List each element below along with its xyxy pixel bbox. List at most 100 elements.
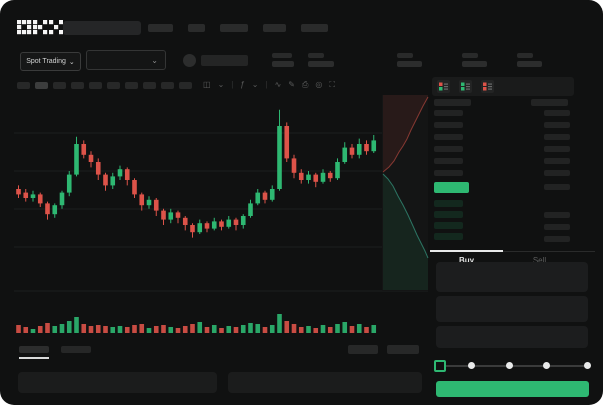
- timeframe-button[interactable]: [107, 82, 120, 89]
- chevron-down-icon: ⌄: [151, 55, 158, 65]
- timeframe-row: [17, 82, 192, 89]
- settings-icon[interactable]: ◎: [315, 80, 323, 89]
- buy-submit-button[interactable]: [436, 381, 589, 397]
- separator: |: [231, 80, 234, 89]
- stat-label-placeholder: [308, 53, 324, 58]
- orderbook-row-bar[interactable]: [544, 146, 570, 152]
- orders-panel-placeholder: [228, 372, 422, 393]
- coin-avatar[interactable]: [183, 54, 196, 67]
- stat-label-placeholder: [462, 53, 478, 58]
- chevron-down-icon: ⌄: [68, 58, 75, 66]
- bottom-action-button[interactable]: [387, 345, 419, 354]
- order-input-field[interactable]: [436, 262, 588, 292]
- orderbook-row-bar[interactable]: [544, 122, 570, 128]
- timeframe-button[interactable]: [71, 82, 84, 89]
- stat-value-placeholder: [308, 61, 334, 67]
- nav-item[interactable]: [148, 24, 173, 32]
- orderbook-row-bar[interactable]: [434, 110, 463, 116]
- stat-label-placeholder: [397, 53, 413, 58]
- chart-toolbar-icons: ◫ ⌄ | ƒ ⌄ | ∿ ✎ ⎙ ◎ ⛶: [203, 79, 335, 91]
- nav-item[interactable]: [301, 24, 328, 32]
- bottom-tabs: [19, 346, 91, 353]
- orderbook-row-bar[interactable]: [434, 158, 463, 164]
- orderbook-view-combined-icon[interactable]: [437, 80, 450, 93]
- okx-logo[interactable]: [17, 20, 63, 35]
- orderbook-row-bar[interactable]: [544, 134, 570, 140]
- bottom-tab[interactable]: [61, 346, 91, 353]
- pair-selector-dropdown[interactable]: ⌄: [86, 50, 166, 70]
- order-input-field[interactable]: [436, 296, 588, 322]
- orderbook-row-bar[interactable]: [544, 110, 570, 116]
- camera-icon[interactable]: ⎙: [301, 80, 309, 89]
- ticker-stat: [308, 53, 334, 67]
- orderbook-row-bar[interactable]: [434, 233, 463, 240]
- orderbook-row-bar[interactable]: [544, 224, 570, 230]
- last-price-highlight[interactable]: [434, 182, 469, 193]
- orderbook-row-bar[interactable]: [544, 212, 570, 218]
- timeframe-button[interactable]: [89, 82, 102, 89]
- candle-type-icon[interactable]: ◫: [203, 80, 211, 89]
- ticker-stat: [517, 53, 542, 67]
- line-tools-icon[interactable]: ∿: [274, 80, 282, 89]
- stat-value-placeholder: [272, 61, 294, 67]
- slider-stop-dot[interactable]: [506, 362, 513, 369]
- timeframe-button[interactable]: [179, 82, 192, 89]
- timeframe-button[interactable]: [35, 82, 48, 89]
- stat-value-placeholder: [397, 61, 422, 67]
- timeframe-button[interactable]: [53, 82, 66, 89]
- market-type-label: Spot Trading: [26, 58, 66, 65]
- stat-value-placeholder: [517, 61, 542, 67]
- slider-stop-dot[interactable]: [468, 362, 475, 369]
- slider-stop-dot[interactable]: [584, 362, 591, 369]
- stat-label-placeholder: [272, 53, 292, 58]
- orderbook-row-bar[interactable]: [434, 146, 463, 152]
- orderbook-row-bar[interactable]: [544, 170, 570, 176]
- timeframe-button[interactable]: [125, 82, 138, 89]
- orderbook-row-bar[interactable]: [434, 134, 463, 140]
- top-nav: [148, 24, 328, 32]
- orderbook-view-bids-icon[interactable]: [459, 80, 472, 93]
- orderbook-toolbar: [432, 77, 574, 96]
- chevron-down-icon[interactable]: ⌄: [217, 80, 225, 89]
- indicators-icon[interactable]: ƒ: [240, 80, 245, 89]
- amount-slider-handle[interactable]: [434, 360, 446, 372]
- separator: |: [265, 80, 268, 89]
- orderbook-view-asks-icon[interactable]: [481, 80, 494, 93]
- timeframe-button[interactable]: [161, 82, 174, 89]
- timeframe-button[interactable]: [143, 82, 156, 89]
- orderbook-row-bar[interactable]: [434, 122, 463, 128]
- orderbook-row-bar[interactable]: [531, 99, 568, 106]
- orderbook-row-bar[interactable]: [434, 170, 463, 176]
- fullscreen-icon[interactable]: ⛶: [329, 80, 335, 89]
- chevron-down-icon[interactable]: ⌄: [251, 80, 259, 89]
- orderbook-row-bar[interactable]: [434, 200, 463, 207]
- slider-stop-dot[interactable]: [543, 362, 550, 369]
- orderbook-row-bar[interactable]: [434, 211, 463, 218]
- search-input[interactable]: [63, 21, 141, 35]
- order-input-field[interactable]: [436, 326, 588, 348]
- orderbook-row-bar[interactable]: [544, 236, 570, 242]
- pair-name-placeholder: [201, 55, 248, 66]
- bottom-action-button[interactable]: [348, 345, 378, 354]
- stat-value-placeholder: [462, 61, 487, 67]
- active-tab-underline: [430, 250, 503, 252]
- tab-buy[interactable]: Buy: [458, 256, 475, 265]
- nav-item[interactable]: [263, 24, 286, 32]
- tab-sell[interactable]: Sell: [532, 256, 547, 265]
- market-type-dropdown[interactable]: Spot Trading ⌄: [20, 52, 81, 71]
- nav-item[interactable]: [220, 24, 248, 32]
- timeframe-button[interactable]: [17, 82, 30, 89]
- orderbook-row-bar[interactable]: [434, 222, 463, 229]
- nav-item[interactable]: [188, 24, 205, 32]
- orderbook-row-bar[interactable]: [544, 184, 570, 190]
- orderbook-row-bar[interactable]: [544, 158, 570, 164]
- ticker-stat: [462, 53, 487, 67]
- orderbook-row-bar[interactable]: [434, 99, 471, 106]
- tab-divider: [430, 251, 595, 252]
- bottom-tab[interactable]: [19, 346, 49, 353]
- ticker-stat: [272, 53, 294, 67]
- draw-icon[interactable]: ✎: [288, 80, 295, 89]
